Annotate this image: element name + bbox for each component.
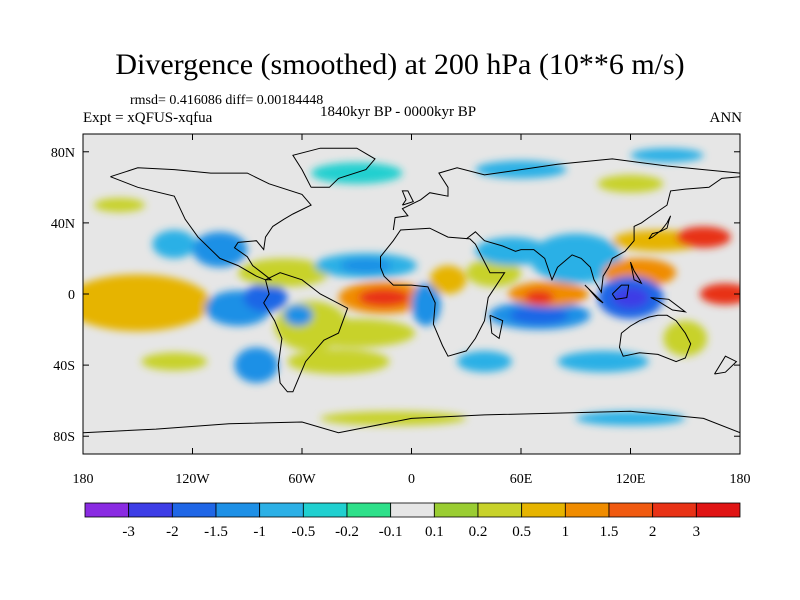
colorbar-swatch bbox=[564, 502, 610, 518]
coastline bbox=[650, 297, 688, 313]
coastline bbox=[83, 410, 740, 434]
anomaly-blob bbox=[676, 226, 731, 248]
anomaly-blob bbox=[524, 290, 554, 305]
x-tick-label: 60W bbox=[288, 472, 316, 487]
rmsd-diff-stats: rmsd= 0.416086 diff= 0.00184448 bbox=[130, 93, 324, 108]
coastline bbox=[380, 227, 506, 357]
anomaly-blob bbox=[358, 288, 410, 307]
period-label: 1840kyr BP - 0000kyr BP bbox=[320, 104, 477, 120]
colorbar-label: 3 bbox=[693, 524, 701, 540]
anomaly-blob bbox=[298, 318, 416, 348]
anomaly-blob bbox=[530, 233, 622, 284]
colorbar-swatch bbox=[695, 502, 741, 518]
anomaly-blob bbox=[612, 286, 649, 309]
colorbar-label: -3 bbox=[122, 524, 135, 540]
x-tick-label: 120W bbox=[175, 472, 210, 487]
colorbar-swatch bbox=[477, 502, 523, 518]
x-tick-label: 180 bbox=[73, 472, 94, 487]
coastline bbox=[714, 355, 738, 375]
anomaly-blob bbox=[152, 230, 197, 259]
anomaly-blob bbox=[311, 162, 403, 184]
coastline bbox=[110, 167, 312, 281]
anomaly-blob bbox=[510, 306, 569, 325]
x-axis: 180 120W 60W 0 60E 120E 180 bbox=[73, 134, 751, 487]
anomaly-blob bbox=[429, 265, 467, 294]
y-tick-label: 0 bbox=[68, 288, 75, 303]
coastline bbox=[630, 261, 643, 285]
anomaly-blob bbox=[83, 274, 211, 332]
colorbar-label: -0.5 bbox=[291, 524, 315, 540]
colorbar-label: 1.5 bbox=[600, 524, 619, 540]
coastline bbox=[648, 215, 672, 240]
anomaly-blob bbox=[283, 304, 313, 327]
y-tick-label: 80N bbox=[51, 146, 75, 161]
x-tick-label: 60E bbox=[510, 472, 533, 487]
colorbar-label: -1 bbox=[253, 524, 266, 540]
colorbar-swatch bbox=[302, 502, 348, 518]
anomaly-blob bbox=[243, 283, 288, 312]
colorbar-swatch bbox=[259, 502, 304, 518]
coastline bbox=[263, 272, 349, 393]
anomaly-blob bbox=[663, 320, 708, 357]
x-tick-label: 180 bbox=[730, 472, 751, 487]
anomaly-blob bbox=[238, 258, 330, 287]
coastline bbox=[611, 284, 630, 300]
anomaly-blob bbox=[234, 347, 279, 383]
y-tick-label: 40N bbox=[51, 217, 75, 232]
anomaly-blob bbox=[457, 350, 512, 373]
colorbar-label: 0.2 bbox=[469, 524, 488, 540]
y-tick-label: 80S bbox=[53, 430, 75, 445]
colorbar-swatch bbox=[346, 502, 392, 518]
coastline bbox=[489, 314, 504, 340]
anomaly-blob bbox=[340, 258, 392, 273]
colorbar-label: 0.1 bbox=[425, 524, 444, 540]
colorbar: -3 -2 -1.5 -1 -0.5 -0.2 -0.1 0.1 0.2 0.5 1 1.5 2 3 bbox=[84, 502, 741, 540]
anomaly-blob bbox=[630, 148, 704, 163]
colorbar-label: -0.2 bbox=[335, 524, 359, 540]
x-tick-label: 120E bbox=[616, 472, 646, 487]
coastline bbox=[618, 314, 692, 363]
anomaly-blob bbox=[93, 198, 146, 213]
anomaly-blob bbox=[192, 231, 248, 268]
colorbar-label: 0.5 bbox=[512, 524, 531, 540]
anomaly-blob bbox=[320, 411, 467, 426]
anomaly-blob bbox=[411, 283, 441, 326]
y-axis: 80N 40N 0 40S 80S bbox=[51, 146, 740, 445]
colorbar-label: 2 bbox=[649, 524, 657, 540]
y-tick-label: 40S bbox=[53, 359, 75, 374]
anomaly-blob bbox=[141, 352, 208, 371]
colorbar-swatch bbox=[171, 502, 217, 518]
colorbar-label: -1.5 bbox=[204, 524, 228, 540]
anomaly-blob bbox=[575, 411, 686, 426]
colorbar-swatch bbox=[128, 502, 173, 518]
coastline bbox=[584, 284, 604, 304]
colorbar-swatch bbox=[84, 502, 130, 518]
experiment-label: Expt = xQFUS-xqfua bbox=[83, 110, 213, 126]
coastline bbox=[392, 158, 740, 231]
colorbar-swatch bbox=[521, 502, 566, 518]
colorbar-label: -0.1 bbox=[379, 524, 403, 540]
colorbar-swatch bbox=[433, 502, 479, 518]
coastlines bbox=[83, 147, 740, 434]
x-tick-label: 0 bbox=[408, 472, 415, 487]
colorbar-label: 1 bbox=[562, 524, 570, 540]
colorbar-swatch bbox=[608, 502, 654, 518]
anomaly-blob bbox=[597, 174, 664, 193]
colorbar-swatch bbox=[215, 502, 261, 518]
anomaly-blob bbox=[287, 349, 390, 374]
anomaly-blob bbox=[557, 350, 649, 373]
coastline bbox=[292, 147, 376, 188]
season-label: ANN bbox=[709, 110, 743, 126]
coastline bbox=[465, 176, 740, 294]
colorbar-label: -2 bbox=[166, 524, 179, 540]
colorbar-swatch bbox=[652, 502, 697, 518]
anomaly-blob bbox=[699, 283, 740, 305]
chart-title: Divergence (smoothed) at 200 hPa (10**6 … bbox=[115, 48, 685, 81]
colorbar-swatch bbox=[390, 502, 435, 518]
coastline bbox=[401, 190, 415, 206]
